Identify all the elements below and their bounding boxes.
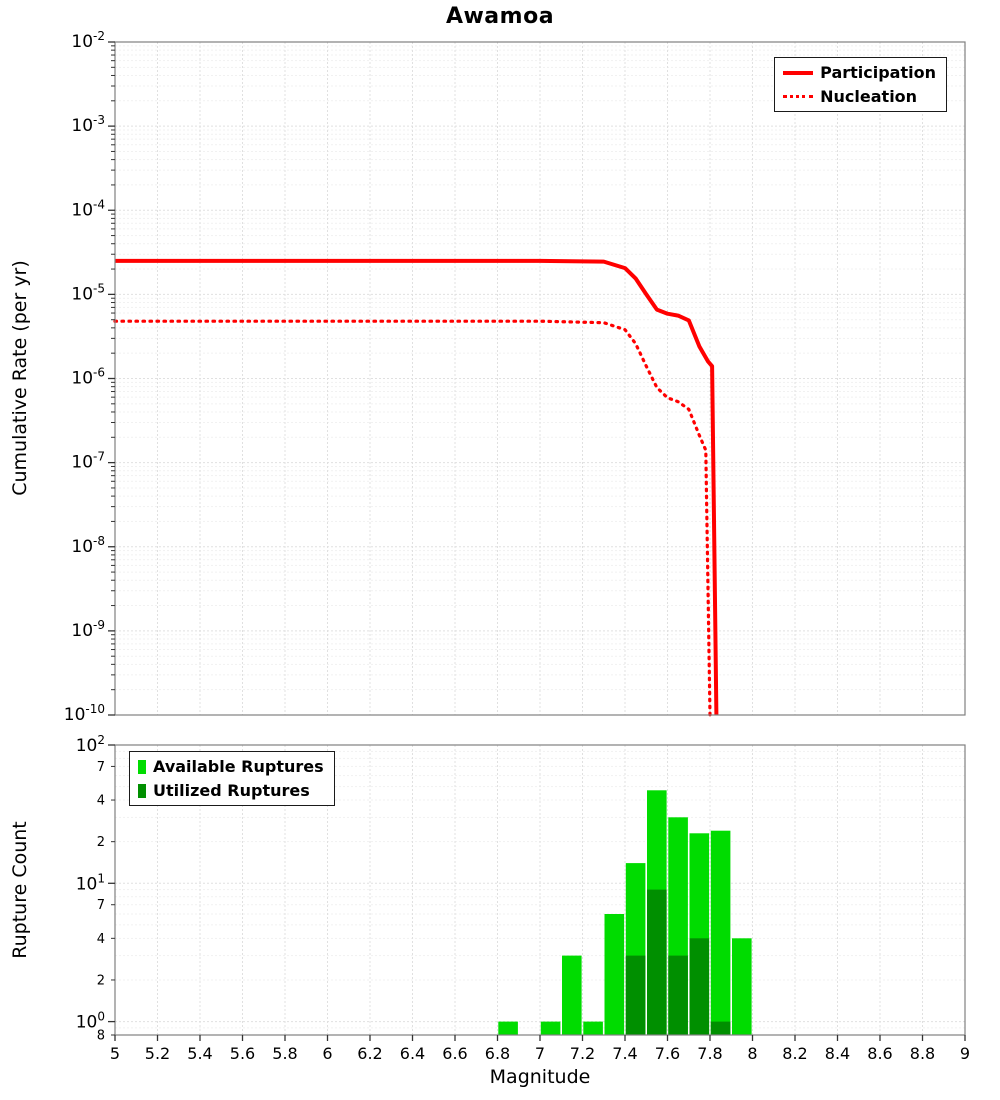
x-tick-label: 8.8 (910, 1044, 935, 1063)
available-rupture-bar (732, 938, 752, 1035)
x-tick-label: 9 (960, 1044, 970, 1063)
x-tick-label: 7 (535, 1044, 545, 1063)
x-tick-label: 6.6 (442, 1044, 467, 1063)
legend-item-utilized-ruptures: Utilized Ruptures (138, 781, 324, 800)
available-rupture-bar (498, 1021, 518, 1035)
legend-label-nucleation: Nucleation (820, 87, 918, 106)
y-tick-label: 7 (97, 898, 105, 913)
y-tick-label: 4 (97, 794, 105, 809)
available-rupture-bar (604, 914, 625, 1035)
y-tick-label: 10-7 (71, 450, 105, 473)
y-tick-label: 10-10 (64, 702, 105, 725)
x-tick-label: 8 (747, 1044, 757, 1063)
y-tick-label: 101 (76, 871, 105, 894)
utilized-rupture-bar (647, 889, 667, 1035)
legend-rates: Participation Nucleation (774, 57, 947, 112)
y-tick-label: 10-6 (71, 366, 105, 389)
utilized-rupture-bar (668, 955, 688, 1035)
y-tick-label: 7 (97, 760, 105, 775)
legend-item-participation: Participation (783, 63, 936, 82)
y-tick-label: 8 (97, 1029, 105, 1044)
x-tick-label: 6 (322, 1044, 332, 1063)
legend-item-nucleation: Nucleation (783, 87, 936, 106)
x-tick-label: 7.4 (612, 1044, 637, 1063)
x-tick-label: 5.6 (230, 1044, 255, 1063)
utilized-rupture-bar (689, 938, 710, 1035)
y-axis-label-rupture-count: Rupture Count (9, 821, 31, 959)
available-rupture-bar (540, 1021, 561, 1035)
x-tick-label: 8.4 (825, 1044, 850, 1063)
participation-curve (115, 258, 719, 716)
x-tick-label: 6.8 (485, 1044, 510, 1063)
y-tick-label: 102 (76, 733, 105, 756)
x-tick-label: 8.2 (782, 1044, 807, 1063)
y-tick-label: 4 (97, 932, 105, 947)
x-tick-label: 8.6 (867, 1044, 892, 1063)
utilized-rupture-bar (710, 1021, 731, 1035)
chart-title: Awamoa (445, 4, 555, 29)
utilized-ruptures-swatch (138, 783, 146, 798)
available-rupture-bar (562, 955, 582, 1035)
x-tick-label: 6.4 (400, 1044, 425, 1063)
y-tick-label: 10-4 (71, 197, 105, 220)
nucleation-curve (113, 319, 712, 717)
x-tick-label: 5.8 (272, 1044, 297, 1063)
y-tick-label: 100 (76, 1010, 105, 1033)
x-tick-label: 5.2 (145, 1044, 170, 1063)
x-axis-label-magnitude: Magnitude (489, 1066, 591, 1088)
legend-item-available-ruptures: Available Ruptures (138, 757, 324, 776)
available-ruptures-swatch (138, 759, 146, 774)
utilized-rupture-bar (625, 955, 646, 1035)
x-tick-label: 5.4 (187, 1044, 212, 1063)
y-tick-label: 10-9 (71, 618, 105, 641)
x-tick-label: 6.2 (357, 1044, 382, 1063)
available-rupture-bar (710, 830, 731, 1035)
x-tick-label: 7.8 (697, 1044, 722, 1063)
participation-line-swatch (783, 70, 814, 75)
x-tick-label: 7.2 (570, 1044, 595, 1063)
y-tick-label: 2 (97, 835, 105, 850)
y-tick-label: 10-3 (71, 113, 105, 136)
nucleation-line-swatch (783, 95, 814, 98)
legend-ruptures: Available Ruptures Utilized Ruptures (129, 751, 335, 806)
legend-label-utilized: Utilized Ruptures (153, 781, 310, 800)
legend-label-available: Available Ruptures (153, 757, 324, 776)
legend-label-participation: Participation (820, 63, 936, 82)
y-tick-label: 10-2 (71, 29, 105, 52)
y-tick-label: 10-5 (71, 281, 105, 304)
available-rupture-bar (583, 1021, 603, 1035)
x-tick-label: 5 (110, 1044, 120, 1063)
x-tick-label: 7.6 (655, 1044, 680, 1063)
y-axis-label-cumulative-rate: Cumulative Rate (per yr) (9, 260, 31, 496)
y-tick-label: 10-8 (71, 534, 105, 557)
y-tick-label: 2 (97, 973, 105, 988)
